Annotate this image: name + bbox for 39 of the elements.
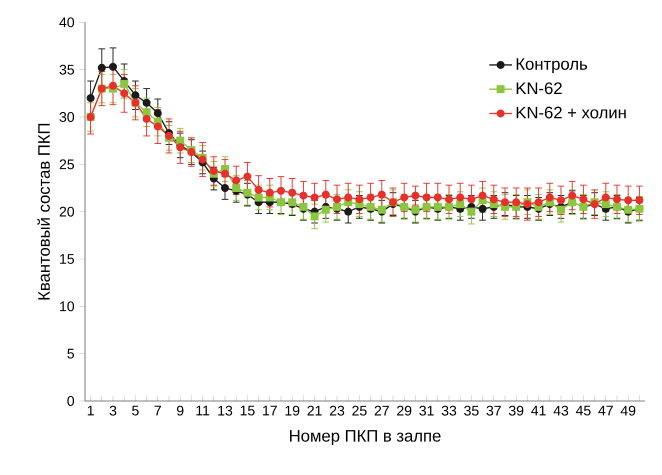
x-tick-label: 19 bbox=[285, 406, 300, 416]
x-tick-label: 29 bbox=[397, 406, 412, 416]
x-tick-label: 43 bbox=[554, 406, 568, 416]
y-tick-label: 20 bbox=[60, 206, 74, 217]
x-tick-label: 45 bbox=[576, 406, 591, 416]
y-tick-label: 10 bbox=[60, 301, 74, 312]
x-tick-label: 11 bbox=[196, 406, 210, 416]
y-axis-title: Квантовый состав ПКП bbox=[37, 124, 50, 300]
y-tick-label: 30 bbox=[60, 112, 74, 122]
x-tick-label: 3 bbox=[110, 406, 116, 416]
y-tick-label: 5 bbox=[67, 348, 74, 359]
x-tick-label: 23 bbox=[330, 406, 344, 416]
x-tick-label: 15 bbox=[240, 406, 255, 416]
y-tick-label: 0 bbox=[67, 396, 74, 406]
x-tick-label: 33 bbox=[442, 406, 456, 416]
legend-label: Контроль bbox=[516, 58, 588, 74]
x-tick-label: 37 bbox=[486, 406, 501, 416]
y-tick-label: 35 bbox=[60, 64, 74, 75]
x-tick-label: 9 bbox=[176, 406, 184, 416]
x-tick-label: 25 bbox=[352, 406, 367, 416]
y-tick-label: 40 bbox=[59, 17, 74, 28]
x-tick-label: 31 bbox=[419, 406, 434, 416]
x-axis-title: Номер ПКП в залпе bbox=[290, 430, 441, 446]
x-tick-label: 27 bbox=[374, 406, 389, 416]
x-tick-label: 17 bbox=[263, 406, 277, 416]
x-tick-label: 5 bbox=[132, 406, 139, 416]
legend-label: KN-62 + холин bbox=[516, 106, 626, 118]
x-tick-label: 39 bbox=[508, 406, 524, 416]
y-tick-label: 25 bbox=[60, 159, 74, 170]
x-tick-label: 49 bbox=[620, 406, 636, 416]
x-tick-label: 7 bbox=[154, 406, 161, 416]
x-tick-label: 13 bbox=[218, 406, 232, 416]
legend-label: KN-62 bbox=[516, 82, 562, 94]
x-tick-label: 1 bbox=[88, 406, 94, 416]
x-tick-label: 35 bbox=[464, 406, 479, 416]
x-tick-label: 21 bbox=[308, 406, 322, 416]
x-tick-label: 41 bbox=[531, 406, 546, 416]
x-tick-label: 47 bbox=[598, 406, 613, 416]
y-tick-label: 15 bbox=[60, 254, 74, 264]
